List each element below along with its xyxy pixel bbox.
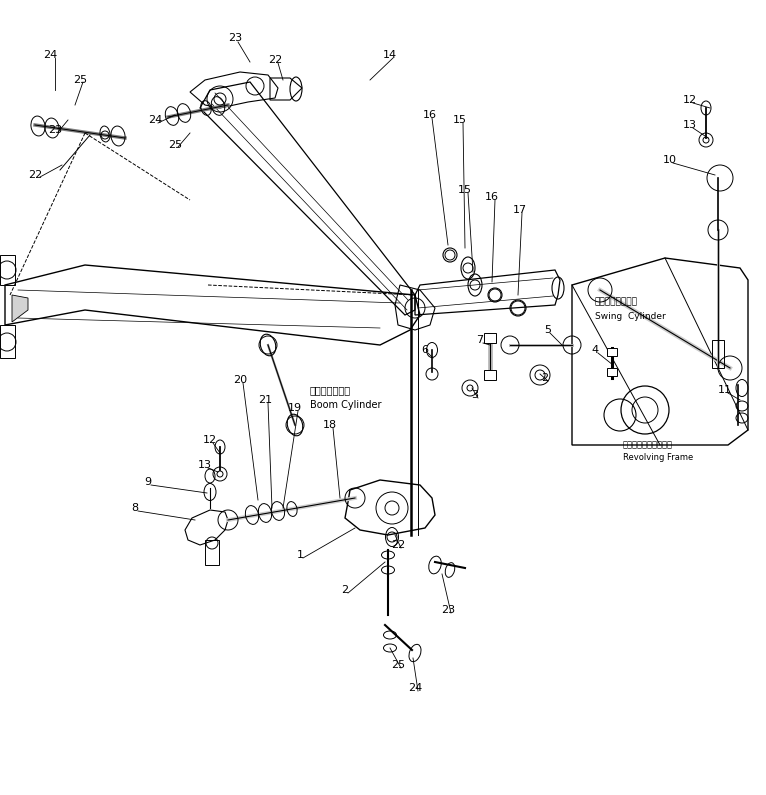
Text: 6: 6 (421, 345, 428, 355)
Text: スイングシリンダ: スイングシリンダ (595, 297, 638, 307)
Text: 24: 24 (148, 115, 162, 125)
Text: 4: 4 (591, 345, 598, 355)
Text: 25: 25 (73, 75, 87, 85)
Text: 12: 12 (203, 435, 217, 445)
Text: 10: 10 (663, 155, 677, 165)
Text: 12: 12 (683, 95, 697, 105)
Text: 5: 5 (545, 325, 552, 335)
Text: 15: 15 (458, 185, 472, 195)
Bar (484, 370, 496, 380)
Bar (607, 348, 617, 356)
Text: 13: 13 (198, 460, 212, 470)
Text: 22: 22 (268, 55, 282, 65)
Text: Swing  Cylinder: Swing Cylinder (595, 312, 666, 320)
Text: 23: 23 (228, 33, 242, 43)
Text: 16: 16 (423, 110, 437, 120)
Text: 20: 20 (233, 375, 247, 385)
Text: ブームシリンダ: ブームシリンダ (310, 385, 351, 395)
Text: 16: 16 (485, 192, 499, 202)
Text: 24: 24 (408, 683, 422, 693)
Bar (484, 333, 496, 343)
Text: 23: 23 (441, 605, 455, 615)
Text: Boom Cylinder: Boom Cylinder (310, 400, 381, 410)
Text: 13: 13 (683, 120, 697, 130)
Text: 14: 14 (383, 50, 397, 60)
Text: 25: 25 (168, 140, 182, 150)
Bar (712, 340, 724, 368)
Text: 25: 25 (391, 660, 405, 670)
Text: 2: 2 (542, 373, 548, 383)
Text: 1: 1 (296, 550, 303, 560)
Text: 8: 8 (132, 503, 139, 513)
Text: 2: 2 (342, 585, 349, 595)
Text: 24: 24 (43, 50, 57, 60)
Text: 9: 9 (145, 477, 152, 487)
Text: 15: 15 (453, 115, 467, 125)
Bar (607, 368, 617, 376)
Text: 21: 21 (258, 395, 272, 405)
Text: Revolving Frame: Revolving Frame (623, 453, 693, 463)
Text: 22: 22 (28, 170, 42, 180)
Text: 23: 23 (48, 125, 62, 135)
Text: 18: 18 (323, 420, 337, 430)
Text: レボルビングフレーム: レボルビングフレーム (623, 440, 673, 449)
Text: 19: 19 (288, 403, 302, 413)
Text: 17: 17 (513, 205, 527, 215)
Bar (205, 540, 219, 565)
Text: 7: 7 (476, 335, 483, 345)
Text: 22: 22 (391, 540, 405, 550)
Polygon shape (12, 295, 28, 322)
Text: 11: 11 (718, 385, 732, 395)
Text: 3: 3 (472, 390, 479, 400)
